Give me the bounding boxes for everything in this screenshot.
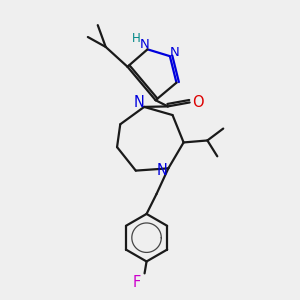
Text: O: O — [192, 95, 203, 110]
Text: F: F — [133, 275, 141, 290]
Text: N: N — [140, 38, 149, 51]
Text: N: N — [134, 95, 145, 110]
Text: H: H — [132, 32, 141, 45]
Text: N: N — [157, 163, 168, 178]
Text: N: N — [170, 46, 180, 59]
